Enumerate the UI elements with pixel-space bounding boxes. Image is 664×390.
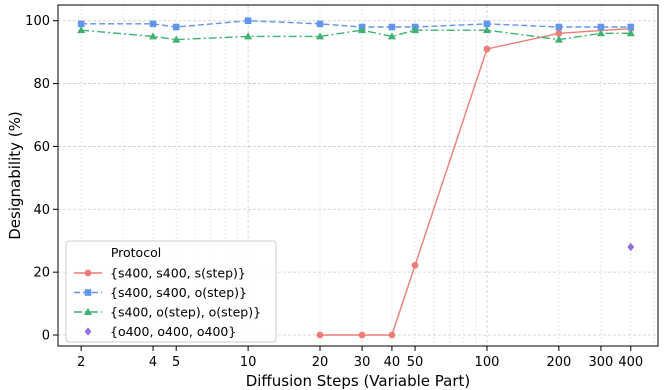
data-point [387,32,396,40]
data-point [149,20,157,28]
data-point [482,25,491,34]
legend-label: {s400, s400, s(step)} [110,266,246,281]
data-point [358,331,366,339]
data-point [316,331,324,339]
x-tick-label: 300 [589,355,614,370]
legend-label: {o400, o400, o400} [110,324,236,339]
x-axis: 2 4 5 10 20 30 40 50 100 200 300 400 [77,346,643,370]
y-tick-label: 20 [33,266,50,281]
x-tick-label: 200 [546,355,571,370]
y-axis-title: Designability (%) [6,111,24,240]
data-point [483,20,491,28]
data-point [77,20,85,28]
legend-box [65,240,277,343]
data-point [627,242,635,252]
data-point [388,23,396,31]
series-4 [627,242,635,252]
legend-label: {s400, o(step), o(step)} [110,305,261,320]
legend: Protocol {s400, s400, s(step)} {s400, s40… [65,240,277,343]
x-axis-title: Diffusion Steps (Variable Part) [246,372,471,390]
x-tick-label: 40 [384,355,401,370]
y-tick-label: 60 [33,140,50,155]
data-point [77,25,86,34]
data-point [411,261,419,269]
data-point [626,29,635,37]
data-point [597,23,605,31]
legend-item-3: {s400, o(step), o(step)} [74,305,261,320]
data-point [554,35,563,43]
data-point [172,35,181,43]
data-point [172,23,180,31]
data-point [316,32,325,40]
data-point [411,25,420,34]
legend-item-2: {s400, s400, o(step)} [74,285,247,300]
data-point [555,23,563,31]
series-layer [77,17,635,339]
x-tick-label: 2 [77,355,85,370]
legend-item-1: {s400, s400, s(step)} [74,266,246,281]
data-point [244,17,252,25]
data-point [149,32,158,40]
data-point [627,23,635,31]
data-point [555,29,563,37]
x-tick-label: 400 [618,355,643,370]
y-tick-label: 80 [33,77,50,92]
y-tick-label: 40 [33,203,50,218]
x-tick-label: 10 [240,355,257,370]
series-3 [77,25,635,43]
y-tick-label: 100 [25,14,50,29]
series-2 [77,17,635,31]
x-tick-label: 4 [149,355,157,370]
data-point [316,20,324,28]
legend-marker [84,269,92,277]
data-point [244,32,253,40]
series-line [320,27,631,336]
y-tick-label: 0 [42,329,50,344]
x-tick-label: 20 [312,355,329,370]
data-point [388,331,396,339]
legend-marker [84,289,92,296]
series-line [81,29,631,41]
data-point [358,25,367,34]
x-tick-label: 30 [354,355,371,370]
plot-area [57,4,659,347]
series-line [81,20,631,28]
legend-marker [84,307,92,315]
legend-label: {s400, s400, o(step)} [110,285,247,300]
series-1 [316,25,635,339]
x-tick-label: 5 [172,355,180,370]
y-axis: 0 20 40 60 80 100 [25,14,58,344]
data-point [596,29,605,37]
x-tick-label: 50 [407,355,424,370]
legend-marker [84,327,92,336]
x-tick-label: 100 [475,355,500,370]
legend-item-4: {o400, o400, o400} [84,324,236,339]
legend-title: Protocol [111,245,161,260]
data-point [483,45,491,53]
